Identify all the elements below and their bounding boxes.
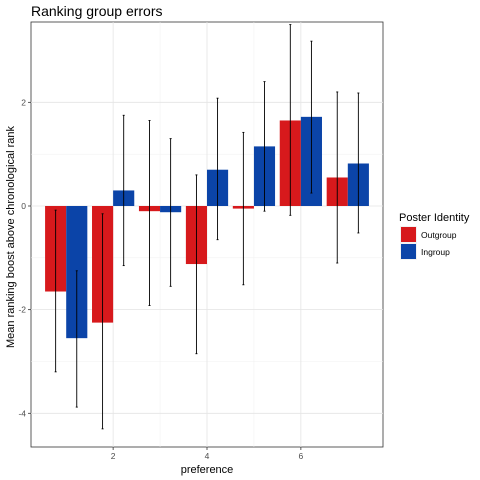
y-tick-label: 0	[21, 201, 26, 211]
y-tick-label: -4	[18, 408, 26, 418]
x-tick-label: 4	[205, 451, 210, 461]
y-tick-label: 2	[21, 97, 26, 107]
y-axis-title: Mean ranking boost above chronological r…	[5, 126, 17, 348]
legend-swatch	[401, 227, 416, 242]
error-bars	[54, 24, 360, 430]
legend: Poster Identity Outgroup Ingroup	[399, 212, 470, 260]
chart-title: Ranking group errors	[31, 3, 163, 19]
legend-label: Outgroup	[421, 230, 457, 240]
legend-title: Poster Identity	[399, 212, 470, 224]
x-tick-label: 6	[298, 451, 303, 461]
legend-label: Ingroup	[421, 247, 450, 257]
axis-ticks: -4 -2 0 2 2 4 6	[18, 97, 303, 461]
x-axis-title: preference	[181, 464, 234, 476]
legend-swatch	[401, 244, 416, 259]
y-tick-label: -2	[18, 305, 26, 315]
x-tick-label: 2	[111, 451, 116, 461]
